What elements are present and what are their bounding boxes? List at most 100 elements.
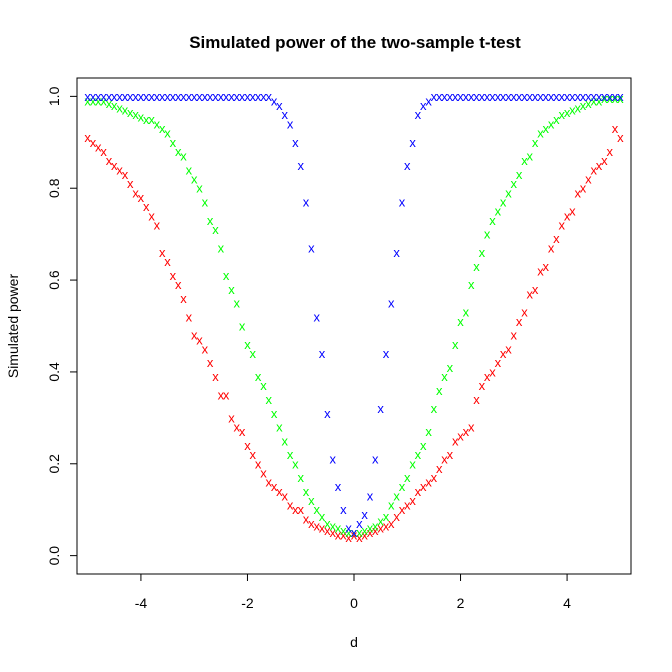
data-point-series-1: x [425,475,432,490]
data-point-series-2: x [468,277,475,292]
data-point-series-2: x [383,509,390,524]
data-point-series-1: x [548,240,555,255]
data-point-series-2: x [617,91,624,106]
data-point-series-1: x [404,498,411,513]
data-point-series-3: x [116,89,123,104]
data-point-series-3: x [383,346,390,361]
data-point-series-3: x [127,89,134,104]
data-point-series-3: x [415,107,422,122]
data-point-series-3: x [164,89,171,104]
data-point-series-1: x [138,190,145,205]
data-point-series-2: x [313,502,320,517]
data-point-series-1: x [127,176,134,191]
data-point-series-2: x [207,213,214,228]
data-point-series-3: x [447,89,454,104]
y-tick-label: 0.4 [46,362,62,382]
data-point-series-3: x [292,135,299,150]
data-point-series-2: x [447,360,454,375]
data-point-series-2: x [473,259,480,274]
data-point-series-1: x [479,378,486,393]
data-point-series-3: x [393,245,400,260]
data-point-series-2: x [282,433,289,448]
data-point-series-2: x [335,521,342,536]
data-point-series-3: x [564,89,571,104]
data-point-series-3: x [521,89,528,104]
data-point-series-2: x [559,107,566,122]
data-point-series-1: x [106,153,113,168]
data-point-series-3: x [303,195,310,210]
data-point-series-3: x [180,89,187,104]
data-point-series-1: x [361,527,368,542]
data-point-series-3: x [436,89,443,104]
data-point-series-3: x [138,89,145,104]
data-point-series-3: x [90,89,97,104]
data-point-series-3: x [324,406,331,421]
data-point-series-3: x [596,89,603,104]
data-point-series-1: x [612,121,619,136]
data-point-series-3: x [335,479,342,494]
data-point-series-1: x [244,438,251,453]
data-point-series-2: x [175,144,182,159]
data-point-series-3: x [590,89,597,104]
x-tick-label: -4 [135,595,148,611]
data-point-series-3: x [308,240,315,255]
data-point-series-3: x [276,98,283,113]
data-point-series-1: x [436,461,443,476]
data-point-series-1: x [543,259,550,274]
data-point-series-1: x [111,158,118,173]
data-point-series-2: x [234,296,241,311]
data-point-series-1: x [313,518,320,533]
data-point-series-2: x [223,268,230,283]
data-point-series-2: x [180,149,187,164]
data-point-series-2: x [404,470,411,485]
data-point-series-1: x [335,527,342,542]
data-point-series-1: x [574,185,581,200]
data-point-series-2: x [95,93,102,108]
data-point-series-1: x [282,488,289,503]
data-point-series-2: x [90,93,97,108]
data-point-series-1: x [580,181,587,196]
data-point-series-1: x [148,208,155,223]
data-point-series-3: x [175,89,182,104]
data-point-series-1: x [319,521,326,536]
data-point-series-3: x [218,89,225,104]
data-point-series-3: x [122,89,129,104]
data-point-series-2: x [324,516,331,531]
data-point-series-3: x [463,89,470,104]
data-point-series-2: x [415,447,422,462]
data-point-series-2: x [308,493,315,508]
y-axis: 0.0 0.2 0.4 0.6 0.8 1.0 [46,86,77,565]
data-point-series-1: x [191,328,198,343]
data-point-series-1: x [196,332,203,347]
data-point-series-1: x [351,527,358,542]
y-tick-label: 0.8 [46,178,62,198]
data-point-series-2: x [431,401,438,416]
data-point-series-2: x [399,479,406,494]
data-point-series-2: x [543,121,550,136]
data-point-series-3: x [574,89,581,104]
data-point-series-1: x [393,509,400,524]
data-point-series-1: x [489,364,496,379]
data-point-series-1: x [399,502,406,517]
data-point-series-3: x [159,89,166,104]
plot-frame [76,77,632,575]
data-point-series-3: x [361,507,368,522]
data-point-series-1: x [383,518,390,533]
data-point-series-1: x [276,484,283,499]
data-point-series-2: x [271,406,278,421]
data-point-series-1: x [202,341,209,356]
data-point-series-1: x [559,217,566,232]
data-point-series-1: x [484,369,491,384]
data-point-series-1: x [505,341,512,356]
data-point-series-1: x [223,387,230,402]
data-point-series-2: x [505,185,512,200]
data-point-series-1: x [377,521,384,536]
data-point-series-1: x [329,525,336,540]
data-point-series-1: x [186,309,193,324]
data-point-series-3: x [223,89,230,104]
data-point-series-2: x [409,456,416,471]
data-point-series-1: x [367,525,374,540]
data-point-series-2: x [441,369,448,384]
data-point-series-1: x [569,204,576,219]
